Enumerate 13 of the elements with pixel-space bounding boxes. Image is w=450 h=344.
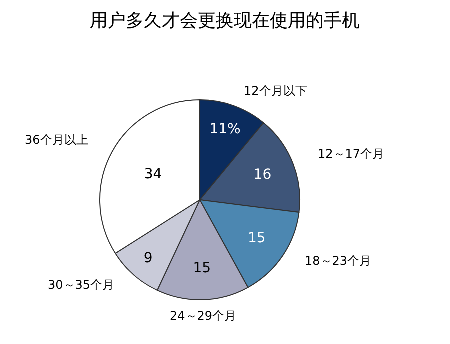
data-label: 11% bbox=[210, 122, 241, 138]
data-label: 15 bbox=[193, 260, 212, 277]
data-label: 15 bbox=[248, 230, 266, 247]
data-label: 34 bbox=[144, 166, 162, 182]
slice-label: 30～35个月 bbox=[48, 278, 115, 292]
slice-label: 24～29个月 bbox=[170, 309, 237, 323]
slice-label: 12～17个月 bbox=[318, 147, 385, 161]
data-label: 16 bbox=[254, 167, 272, 184]
chart-title: 用户多久才会更换现在使用的手机 bbox=[90, 10, 360, 32]
slice-label: 18～23个月 bbox=[305, 254, 372, 268]
slice-label: 12个月以下 bbox=[244, 84, 308, 98]
slice-label: 36个月以上 bbox=[25, 133, 88, 147]
data-label: 9 bbox=[144, 250, 153, 267]
